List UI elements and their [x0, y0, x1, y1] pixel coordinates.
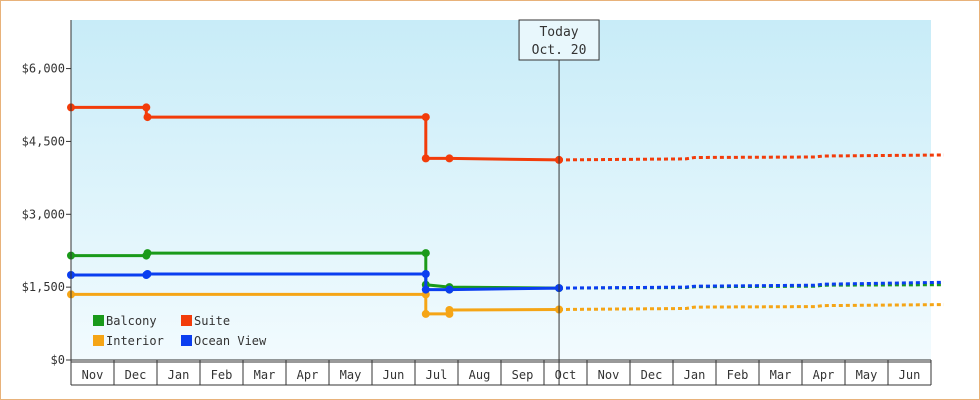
legend-item-interior: Interior — [93, 334, 164, 348]
forecast-line-ocean-view — [558, 280, 944, 290]
y-tick-label: $6,000 — [22, 62, 65, 76]
data-point — [421, 113, 430, 122]
legend-item-ocean-view: Ocean View — [181, 334, 267, 348]
data-point — [421, 285, 430, 294]
data-point — [421, 249, 430, 258]
plot-area — [71, 20, 931, 360]
series-ocean-view — [67, 270, 944, 294]
today-marker: Today Oct. 20 — [518, 19, 600, 385]
x-tick-label: Jun — [899, 368, 921, 382]
data-point — [142, 103, 151, 112]
x-tick-label: Mar — [254, 368, 276, 382]
x-tick-label: Jun — [383, 368, 405, 382]
x-tick-label: Apr — [297, 368, 319, 382]
x-tick-label: May — [340, 368, 362, 382]
y-tick-label: $3,000 — [22, 207, 65, 221]
data-point — [445, 154, 454, 163]
x-tick-label: Feb — [211, 368, 233, 382]
legend-swatch — [93, 315, 104, 326]
x-tick-label: Dec — [125, 368, 147, 382]
data-point — [421, 154, 430, 163]
axes: $0 $1,500 $3,000 $4,500 $6,000 Nov Dec Jan Feb Ma… — [22, 20, 932, 386]
x-tick-label: Mar — [770, 368, 792, 382]
data-point — [445, 285, 454, 294]
legend: Balcony Suite Interior Ocean View — [93, 314, 267, 348]
legend-label: Interior — [106, 334, 164, 348]
x-tick-label: Nov — [82, 368, 104, 382]
data-point — [421, 309, 430, 318]
today-date: Oct. 20 — [532, 43, 587, 58]
legend-swatch — [93, 335, 104, 346]
legend-item-suite: Suite — [181, 314, 230, 328]
x-tick-label: Jan — [684, 368, 706, 382]
y-tick-label: $1,500 — [22, 280, 65, 294]
data-point — [143, 270, 152, 278]
data-point — [143, 113, 152, 122]
y-tick-label: $0 — [51, 353, 65, 367]
series-line-interior — [71, 292, 560, 316]
x-tick-label: May — [856, 368, 878, 382]
x-tick-label: Apr — [813, 368, 835, 382]
legend-label: Ocean View — [194, 334, 267, 348]
today-label: Today — [539, 25, 578, 40]
x-tick-label: Dec — [641, 368, 663, 382]
x-tick-label: Sep — [512, 368, 534, 382]
data-point — [143, 249, 152, 258]
data-point — [445, 306, 454, 314]
series-layer — [67, 103, 944, 318]
data-point — [421, 270, 430, 278]
legend-label: Balcony — [106, 314, 157, 328]
x-tick-label: Jul — [426, 368, 448, 382]
forecast-line-suite — [558, 153, 944, 162]
legend-swatch — [181, 335, 192, 346]
legend-swatch — [181, 315, 192, 326]
x-tick-label: Oct — [555, 368, 577, 382]
legend-label: Suite — [194, 314, 230, 328]
x-tick-label: Jan — [168, 368, 190, 382]
x-tick-label: Aug — [469, 368, 491, 382]
x-tick-label: Feb — [727, 368, 749, 382]
x-tick-label: Nov — [598, 368, 620, 382]
series-suite — [67, 103, 944, 164]
today-box — [518, 19, 600, 61]
legend-item-balcony: Balcony — [93, 314, 157, 328]
forecast-line-interior — [558, 303, 944, 311]
y-tick-label: $4,500 — [22, 134, 65, 148]
